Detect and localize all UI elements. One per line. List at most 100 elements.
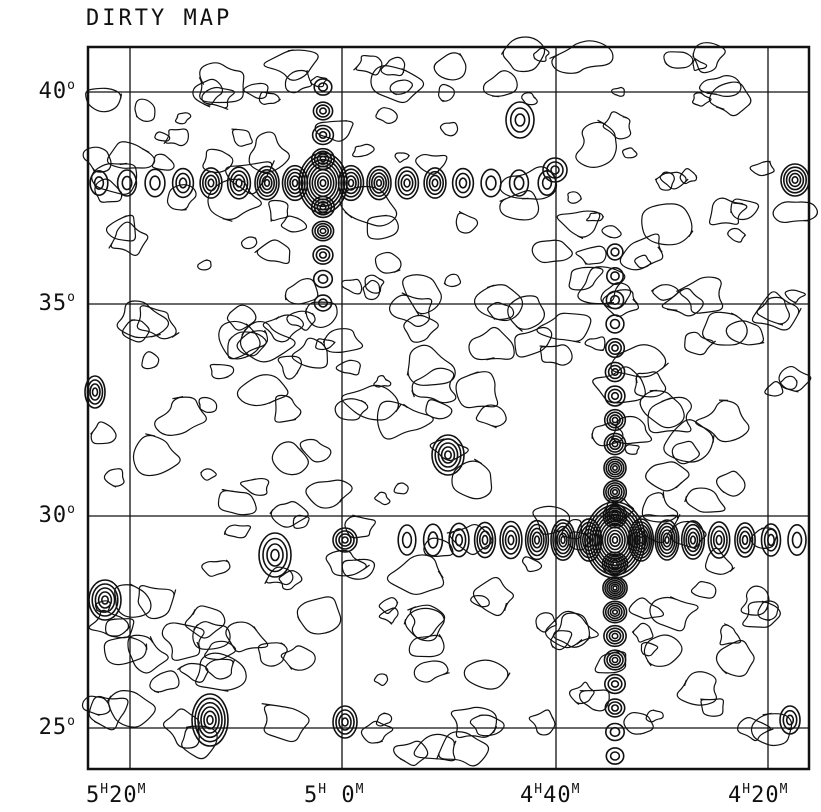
source-ring bbox=[560, 535, 566, 545]
contour-line bbox=[195, 652, 247, 692]
source-ring bbox=[607, 340, 622, 355]
contour-line bbox=[277, 355, 303, 380]
contour-line bbox=[225, 621, 269, 653]
source-ring bbox=[403, 178, 411, 188]
source-ring bbox=[603, 432, 627, 456]
contour-line bbox=[197, 259, 212, 271]
source-ring bbox=[319, 227, 327, 235]
source-ring bbox=[175, 172, 191, 194]
source-ring bbox=[606, 579, 624, 597]
source-ring bbox=[313, 198, 333, 216]
source-ring bbox=[397, 170, 417, 196]
contour-line bbox=[137, 585, 177, 620]
source-ring bbox=[370, 172, 387, 194]
contour-line bbox=[226, 304, 257, 331]
contour-line bbox=[443, 273, 462, 288]
contour-line bbox=[436, 731, 490, 767]
source-ring bbox=[660, 529, 674, 551]
source-ring bbox=[685, 527, 701, 553]
source-ring bbox=[541, 176, 553, 190]
source-ring bbox=[658, 525, 676, 555]
map-frame bbox=[86, 45, 811, 771]
contour-line bbox=[227, 331, 267, 360]
contour-line bbox=[269, 501, 309, 528]
contour-line bbox=[408, 633, 445, 658]
contour-line bbox=[192, 621, 231, 650]
source-ring bbox=[281, 164, 309, 202]
contour-line bbox=[413, 733, 457, 762]
contour-line bbox=[103, 636, 148, 666]
source-ring bbox=[368, 169, 390, 198]
source-ring bbox=[636, 533, 646, 547]
source-ring bbox=[608, 437, 622, 451]
contour-line bbox=[192, 78, 224, 108]
contour-line bbox=[284, 69, 313, 94]
contour-line bbox=[231, 128, 253, 147]
source-ring bbox=[712, 530, 726, 550]
source-ring bbox=[427, 531, 439, 549]
source-ring bbox=[766, 533, 775, 547]
contour-line bbox=[236, 374, 289, 407]
map-title: DIRTY MAP bbox=[86, 6, 233, 31]
source-ring bbox=[787, 523, 807, 556]
source-ring bbox=[394, 166, 420, 200]
source-ring bbox=[149, 175, 161, 191]
contour-line bbox=[217, 489, 257, 516]
contour-line bbox=[602, 289, 639, 317]
source-ring bbox=[499, 520, 523, 560]
contour-line bbox=[278, 570, 303, 591]
contour-line bbox=[659, 171, 689, 190]
source-ring bbox=[91, 387, 99, 397]
source-ring bbox=[611, 416, 619, 424]
source-ring bbox=[607, 604, 623, 620]
source-ring bbox=[607, 364, 623, 380]
contour-line bbox=[684, 331, 716, 356]
contour-line bbox=[730, 198, 760, 221]
contour-line bbox=[94, 178, 123, 203]
source-ring bbox=[308, 165, 338, 201]
source-ring bbox=[97, 591, 113, 609]
contour-line bbox=[702, 311, 748, 346]
contour-line bbox=[679, 168, 698, 185]
source-ring bbox=[235, 178, 243, 188]
source-ring bbox=[609, 751, 621, 761]
source-ring bbox=[310, 195, 336, 219]
source-ring bbox=[347, 178, 355, 188]
source-ring bbox=[788, 172, 802, 188]
source-ring bbox=[341, 717, 349, 727]
contour-line bbox=[647, 396, 692, 434]
contour-line bbox=[778, 365, 812, 393]
source-ring bbox=[609, 606, 621, 618]
contour-line bbox=[389, 79, 413, 96]
source-ring bbox=[335, 709, 355, 735]
contour-line bbox=[719, 623, 742, 646]
source-ring bbox=[207, 178, 215, 188]
contour-line bbox=[103, 468, 125, 488]
source-ring bbox=[687, 531, 699, 549]
source-ring bbox=[583, 532, 594, 548]
contour-line bbox=[360, 720, 394, 744]
source-ring bbox=[284, 168, 306, 198]
contour-line bbox=[715, 470, 746, 497]
contour-line bbox=[373, 374, 392, 388]
source-ring bbox=[607, 388, 623, 404]
x-tick-label: 5H20M bbox=[86, 782, 147, 808]
source-ring bbox=[286, 171, 304, 195]
source-ring bbox=[634, 530, 648, 550]
contour-line bbox=[602, 111, 632, 140]
contour-line bbox=[292, 514, 310, 529]
source-ring bbox=[662, 532, 672, 548]
contour-line bbox=[352, 143, 375, 158]
contour-line bbox=[439, 121, 459, 137]
source-ring bbox=[610, 511, 620, 521]
contour-line bbox=[413, 660, 450, 683]
contour-line bbox=[727, 227, 747, 243]
source-ring bbox=[204, 174, 218, 192]
contour-line bbox=[584, 336, 606, 351]
source-ring bbox=[478, 530, 491, 550]
source-ring bbox=[602, 479, 628, 505]
source-ring bbox=[428, 174, 442, 192]
source-ring bbox=[226, 166, 252, 200]
source-ring bbox=[785, 169, 805, 191]
contour-line bbox=[268, 199, 289, 222]
